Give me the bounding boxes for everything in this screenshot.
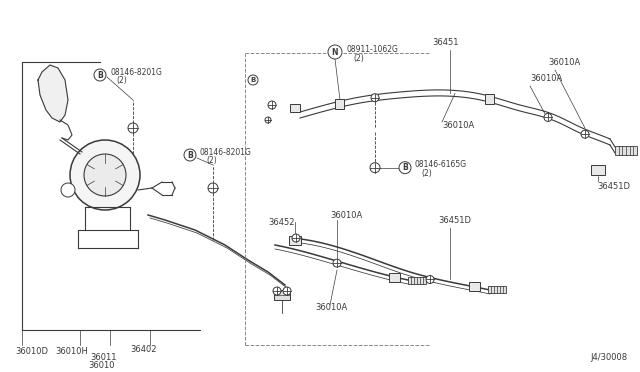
Circle shape — [370, 163, 380, 173]
Text: (2): (2) — [206, 155, 217, 164]
Circle shape — [333, 259, 341, 267]
Bar — [335, 99, 344, 109]
Text: 36010A: 36010A — [330, 211, 362, 219]
Bar — [591, 165, 605, 175]
Text: 08146-8201G: 08146-8201G — [110, 67, 162, 77]
Bar — [488, 285, 506, 292]
Circle shape — [268, 101, 276, 109]
Bar — [408, 276, 426, 283]
Bar — [486, 94, 495, 104]
Circle shape — [399, 162, 411, 174]
Circle shape — [283, 287, 291, 295]
Text: B: B — [402, 163, 408, 172]
Text: 36451D: 36451D — [597, 182, 630, 190]
Text: 08911-1062G: 08911-1062G — [347, 45, 399, 54]
Text: (2): (2) — [116, 76, 127, 84]
Circle shape — [84, 154, 126, 196]
Text: 08146-6165G: 08146-6165G — [415, 160, 467, 169]
Text: 36010A: 36010A — [548, 58, 580, 67]
Text: 36010A: 36010A — [442, 121, 474, 129]
Bar — [274, 290, 290, 300]
Polygon shape — [38, 65, 68, 122]
Bar — [290, 104, 300, 112]
Text: 36010A: 36010A — [530, 74, 563, 83]
Text: 36451: 36451 — [432, 38, 458, 46]
Circle shape — [292, 234, 300, 242]
Bar — [615, 145, 637, 154]
Text: J4/30008: J4/30008 — [591, 353, 628, 362]
Circle shape — [94, 69, 106, 81]
Text: 36402: 36402 — [130, 346, 157, 355]
Circle shape — [544, 113, 552, 121]
Circle shape — [273, 287, 281, 295]
Text: (2): (2) — [353, 54, 364, 62]
Text: B: B — [250, 77, 255, 83]
Bar — [289, 235, 301, 244]
Text: 36010D: 36010D — [15, 347, 48, 356]
Circle shape — [265, 117, 271, 123]
Text: 36010H: 36010H — [55, 347, 88, 356]
Text: B: B — [97, 71, 103, 80]
Text: 36010: 36010 — [88, 360, 115, 369]
Text: 36451D: 36451D — [438, 215, 471, 224]
Circle shape — [581, 130, 589, 138]
Circle shape — [371, 94, 379, 102]
Text: 36452: 36452 — [268, 218, 294, 227]
Text: 08146-8201G: 08146-8201G — [200, 148, 252, 157]
Circle shape — [61, 183, 75, 197]
Text: (2): (2) — [421, 169, 432, 178]
Circle shape — [328, 45, 342, 59]
Circle shape — [208, 183, 218, 193]
Circle shape — [184, 149, 196, 161]
Circle shape — [70, 140, 140, 210]
Text: 36010A: 36010A — [315, 304, 348, 312]
Text: N: N — [332, 48, 339, 57]
Text: 36011: 36011 — [90, 353, 116, 362]
Text: B: B — [187, 151, 193, 160]
Circle shape — [128, 123, 138, 133]
Bar — [470, 282, 481, 291]
Circle shape — [248, 75, 258, 85]
Bar — [390, 273, 401, 282]
Circle shape — [426, 276, 434, 283]
